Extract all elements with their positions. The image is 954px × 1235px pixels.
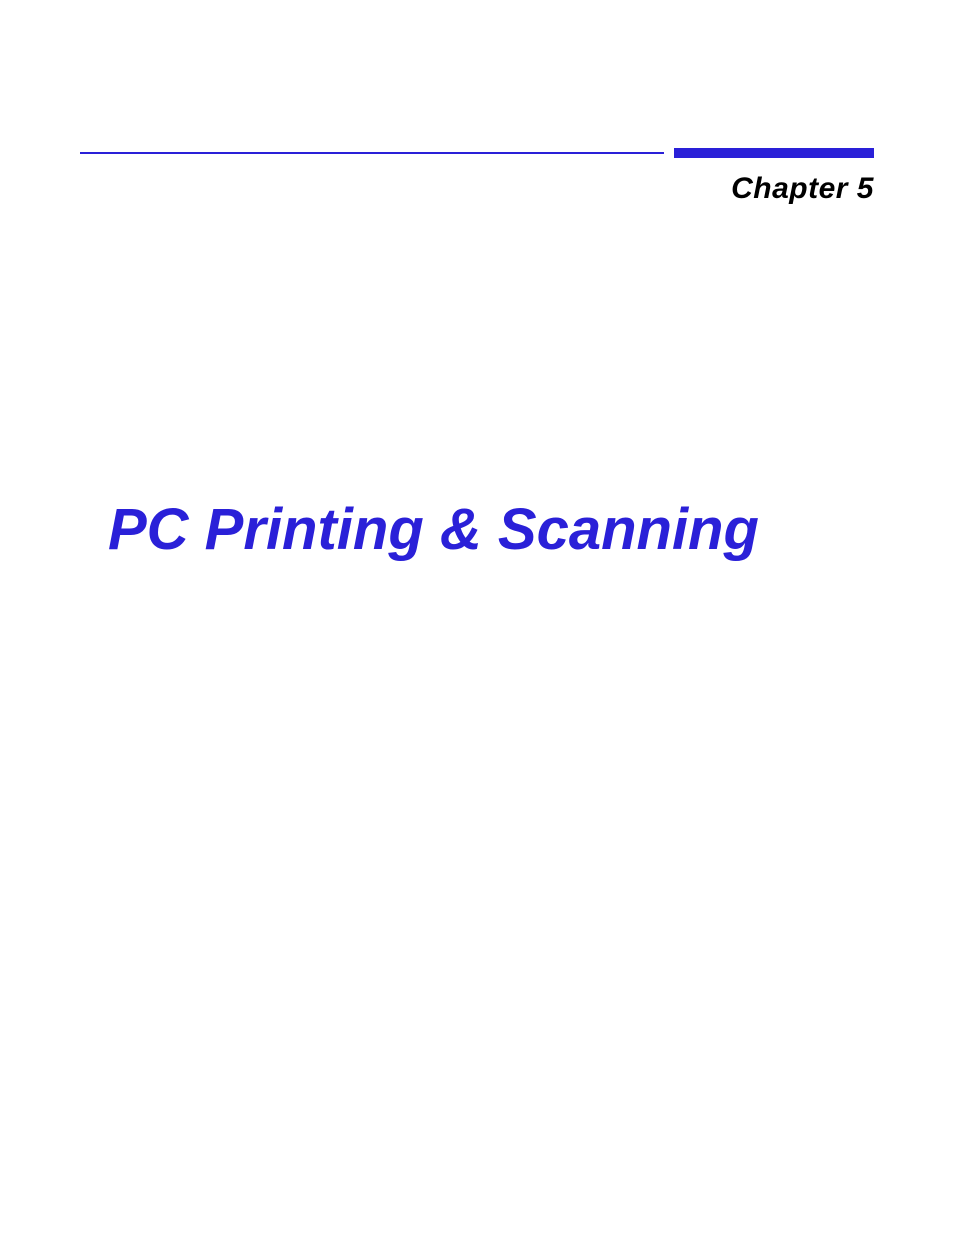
header-rule-thin	[80, 152, 664, 154]
header-rule-thick	[674, 148, 874, 158]
chapter-label: Chapter 5	[731, 172, 874, 206]
header-rule	[80, 148, 874, 158]
page: Chapter 5 PC Printing & Scanning	[0, 0, 954, 1235]
chapter-title: PC Printing & Scanning	[108, 500, 759, 561]
